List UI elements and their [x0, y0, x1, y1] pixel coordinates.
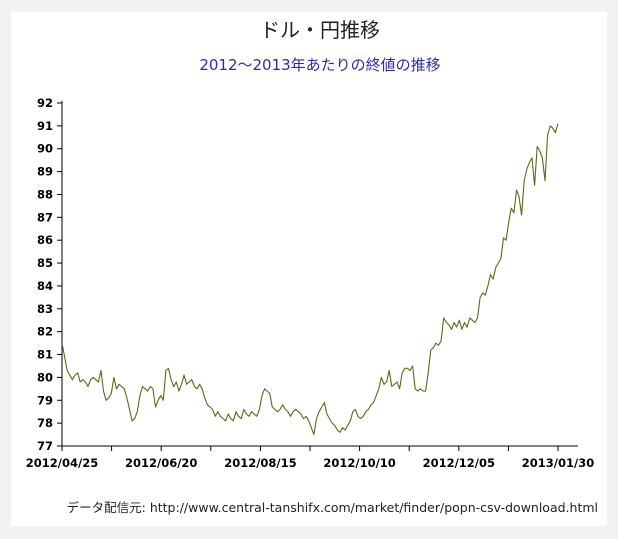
y-tick-label: 84 — [37, 279, 53, 293]
series-line-usd-jpy — [61, 123, 559, 436]
y-tick-label: 82 — [37, 325, 53, 339]
chart-subtitle: 2012〜2013年あたりの終値の推移 — [199, 56, 441, 74]
y-tick-label: 90 — [37, 142, 53, 156]
y-tick-label: 85 — [37, 256, 53, 270]
y-tick-label: 78 — [37, 416, 53, 430]
chart-axes: 77 78 79 80 81 82 83 84 85 86 87 88 89 90 91 92 2012/04/… — [26, 96, 594, 470]
chart-marks — [61, 123, 559, 436]
y-tick-label: 86 — [37, 233, 53, 247]
x-tick-label: 2012/12/05 — [423, 456, 495, 470]
x-tick-label: 2012/04/25 — [26, 456, 98, 470]
chart-title: ドル・円推移 — [260, 18, 380, 42]
y-tick-label: 91 — [37, 119, 53, 133]
y-tick-label: 83 — [37, 302, 53, 316]
x-tick-label: 2012/10/10 — [323, 456, 395, 470]
data-source-note: データ配信元: http://www.central-tanshifx.com/… — [66, 500, 598, 515]
x-tick-label: 2012/06/20 — [125, 456, 197, 470]
y-tick-label: 79 — [37, 393, 53, 407]
y-tick-label: 81 — [37, 348, 53, 362]
y-tick-label: 88 — [37, 187, 53, 201]
y-tick-label: 92 — [37, 96, 53, 110]
y-tick-label: 77 — [37, 439, 53, 453]
chart-panel — [11, 12, 607, 526]
x-tick-label: 2013/01/30 — [522, 456, 594, 470]
y-tick-label: 87 — [37, 210, 53, 224]
x-tick-label: 2012/08/15 — [224, 456, 296, 470]
y-tick-label: 80 — [37, 370, 53, 384]
y-tick-label: 89 — [37, 165, 53, 179]
